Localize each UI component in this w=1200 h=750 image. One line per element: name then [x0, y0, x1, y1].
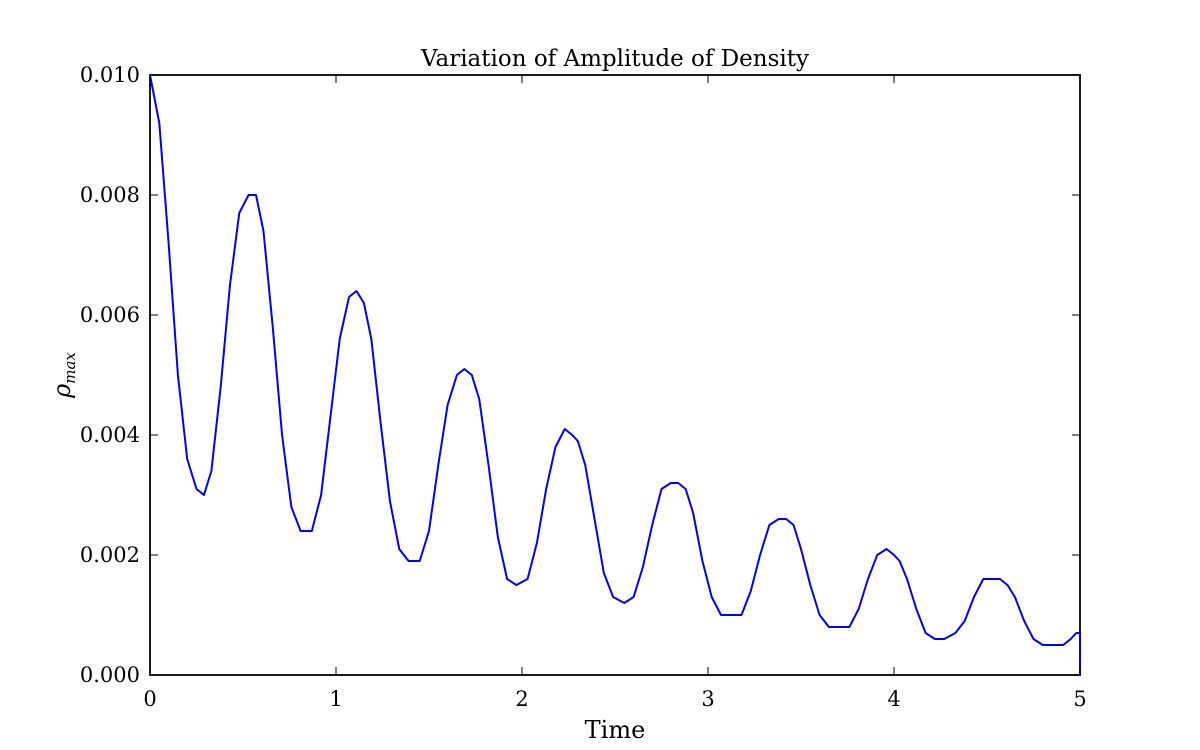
x-axis-ticks: 0 1 2 3 4 5 — [143, 75, 1087, 711]
plot-frame — [149, 74, 1081, 676]
y-axis-label-base: ρ — [48, 384, 76, 399]
y-axis-ticks: 0.000 0.002 0.004 0.006 0.008 0.010 — [80, 63, 1080, 687]
y-tick-label-0: 0.000 — [80, 663, 140, 687]
series-layer — [149, 74, 1081, 675]
x-tick-label-2: 2 — [515, 687, 528, 711]
y-axis-label: ρmax — [48, 352, 79, 399]
x-tick-label-5: 5 — [1073, 687, 1086, 711]
x-axis-label: Time — [585, 716, 646, 744]
chart-title: Variation of Amplitude of Density — [420, 46, 809, 72]
y-tick-label-5: 0.010 — [80, 63, 140, 87]
y-tick-label-4: 0.008 — [80, 183, 140, 207]
svg-text:ρmax: ρmax — [48, 352, 79, 399]
y-axis-label-sub: max — [61, 352, 79, 384]
y-tick-label-3: 0.006 — [80, 303, 140, 327]
y-tick-label-1: 0.002 — [80, 543, 140, 567]
x-tick-label-0: 0 — [143, 687, 156, 711]
x-tick-label-1: 1 — [329, 687, 342, 711]
x-tick-label-4: 4 — [887, 687, 900, 711]
series-line-0 — [149, 74, 1081, 675]
x-tick-label-3: 3 — [701, 687, 714, 711]
y-tick-label-2: 0.004 — [80, 423, 140, 447]
plot-area — [149, 74, 1081, 676]
